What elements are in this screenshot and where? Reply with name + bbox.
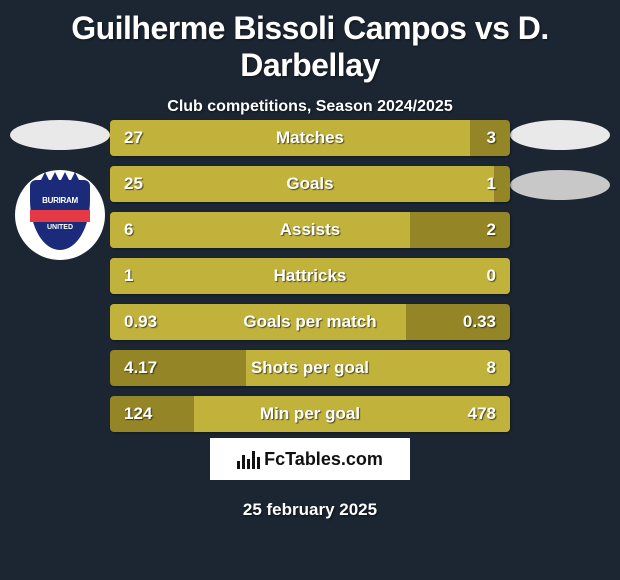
- stat-row: 124478Min per goal: [110, 396, 510, 432]
- page-title: Guilherme Bissoli Campos vs D. Darbellay: [0, 0, 620, 84]
- stat-row: 251Goals: [110, 166, 510, 202]
- crest-subname: UNITED: [30, 224, 90, 231]
- brand-logo: FcTables.com: [210, 438, 410, 480]
- subtitle: Club competitions, Season 2024/2025: [0, 98, 620, 116]
- right-player-area: [510, 120, 610, 220]
- crest-stripe: [30, 210, 90, 222]
- stat-row: 10Hattricks: [110, 258, 510, 294]
- player-photo-placeholder-left: [10, 120, 110, 150]
- stat-label: Assists: [110, 220, 510, 240]
- player-photo-placeholder-right: [510, 120, 610, 150]
- stat-row: 0.930.33Goals per match: [110, 304, 510, 340]
- club-badge-placeholder-right: [510, 170, 610, 200]
- stats-bars: 273Matches 251Goals 62Assists 10Hattricks 0.…: [110, 120, 510, 442]
- stat-row: 4.178Shots per goal: [110, 350, 510, 386]
- club-badge-left: BURIRAM UNITED: [15, 170, 105, 260]
- stat-label: Hattricks: [110, 266, 510, 286]
- crest-icon: BURIRAM UNITED: [30, 180, 90, 250]
- left-player-area: BURIRAM UNITED: [10, 120, 110, 260]
- bar-chart-icon: [237, 449, 260, 469]
- crest-name: BURIRAM: [30, 196, 90, 205]
- date-label: 25 february 2025: [0, 500, 620, 520]
- stat-label: Shots per goal: [110, 358, 510, 378]
- stat-row: 62Assists: [110, 212, 510, 248]
- stat-row: 273Matches: [110, 120, 510, 156]
- stat-label: Matches: [110, 128, 510, 148]
- stat-label: Goals per match: [110, 312, 510, 332]
- stat-label: Goals: [110, 174, 510, 194]
- brand-text: FcTables.com: [264, 449, 383, 470]
- stat-label: Min per goal: [110, 404, 510, 424]
